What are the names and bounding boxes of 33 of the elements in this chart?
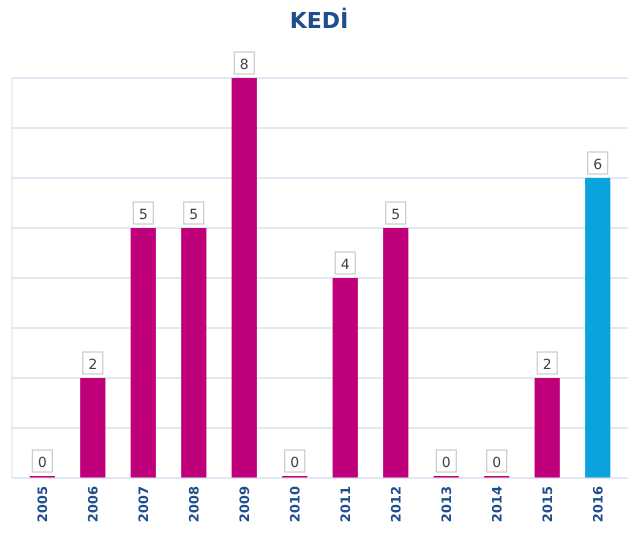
data-label: 5: [391, 207, 400, 223]
x-tick-label: 2013: [440, 486, 455, 522]
bar: [383, 228, 408, 478]
data-label: 5: [138, 207, 148, 223]
bar: [232, 78, 257, 478]
bar: [332, 278, 358, 478]
x-tick-label: 2010: [288, 486, 304, 522]
data-label: 5: [189, 207, 198, 223]
x-tick-label: 2014: [490, 486, 506, 522]
data-label: 4: [340, 257, 350, 273]
data-label: 2: [542, 357, 552, 373]
bar: [534, 378, 560, 478]
x-tick-label: 2012: [389, 486, 404, 522]
data-label: 0: [492, 455, 502, 471]
chart-title: KEDİ: [290, 7, 348, 34]
data-label: 8: [240, 57, 249, 73]
data-label: 0: [290, 455, 300, 471]
bar: [585, 178, 610, 478]
bar: [181, 228, 206, 478]
data-label: 6: [593, 157, 602, 173]
x-tick-label: 2016: [591, 486, 606, 522]
x-tick-label: 2006: [86, 486, 102, 522]
x-tick-label: 2009: [238, 486, 253, 522]
data-label: 0: [38, 455, 47, 471]
data-label: 0: [442, 455, 451, 471]
x-tick-label: 2007: [136, 486, 152, 522]
x-tick-label: 2008: [187, 486, 202, 522]
x-tick-label: 2015: [540, 486, 556, 522]
bar: [130, 228, 156, 478]
data-label: 2: [88, 357, 98, 373]
x-tick-label: 2005: [36, 486, 51, 522]
bar: [80, 378, 106, 478]
x-tick-label: 2011: [338, 486, 354, 522]
